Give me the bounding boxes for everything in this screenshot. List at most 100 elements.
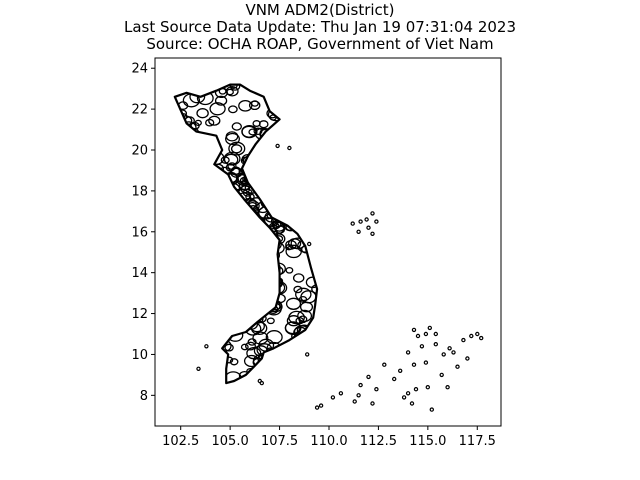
district-boundary <box>253 258 268 271</box>
district-boundary <box>227 162 237 170</box>
island-marker <box>358 382 363 388</box>
district-boundary <box>272 182 287 194</box>
district-boundary <box>230 144 243 154</box>
island-marker <box>352 399 357 404</box>
island-marker <box>425 385 430 390</box>
island-marker <box>370 231 375 236</box>
island-marker <box>479 335 484 341</box>
district-boundary <box>248 289 262 301</box>
district-boundary <box>269 281 286 295</box>
district-boundary <box>266 199 283 213</box>
district-boundary <box>257 142 275 156</box>
district-boundary <box>195 188 212 202</box>
island-marker <box>411 362 417 367</box>
axis-ticks: 102.5 105.0 107.5 110.0 112.5 115.0 117.5 8 10 12… <box>131 62 495 449</box>
district-boundary <box>214 95 228 106</box>
district-boundary <box>224 295 241 309</box>
district-boundary <box>258 120 269 129</box>
district-boundary <box>229 84 238 89</box>
district-boundary <box>293 285 303 294</box>
district-boundary <box>220 156 230 164</box>
island-marker <box>204 344 209 349</box>
district-boundary <box>220 195 236 208</box>
x-tick-label: 107.5 <box>261 434 298 449</box>
island-marker <box>447 346 452 351</box>
x-tick-label: 112.5 <box>360 434 397 449</box>
x-tick-label: 117.5 <box>459 434 496 449</box>
island-marker <box>382 362 387 367</box>
island-marker <box>405 350 411 355</box>
district-boundary <box>254 270 268 282</box>
district-boundary <box>237 202 246 209</box>
district-boundary <box>198 235 213 248</box>
island-marker <box>370 211 375 216</box>
district-boundary <box>201 206 212 216</box>
district-boundary <box>287 238 302 250</box>
district-boundary <box>222 226 237 239</box>
island-marker <box>439 372 444 378</box>
district-boundary <box>266 317 275 325</box>
district-boundary <box>225 132 240 146</box>
district-boundary <box>224 326 235 335</box>
district-boundary <box>242 300 251 308</box>
district-boundary <box>265 330 283 345</box>
district-boundary <box>194 119 202 127</box>
district-boundary <box>264 168 274 178</box>
district-boundary <box>213 310 228 322</box>
y-tick-label: 22 <box>131 103 148 118</box>
x-tick-label: 115.0 <box>409 434 446 449</box>
island-marker <box>330 395 336 400</box>
district-boundary <box>261 168 276 181</box>
district-boundary <box>240 343 249 351</box>
district-boundary <box>241 288 253 297</box>
map-source-line: Source: OCHA ROAP, Government of Viet Na… <box>146 35 494 53</box>
district-boundary <box>264 235 275 244</box>
district-boundary <box>253 127 263 136</box>
island-marker <box>196 366 201 371</box>
district-boundary <box>295 317 305 325</box>
district-boundary <box>229 358 239 366</box>
district-boundary <box>247 338 257 346</box>
district-boundary <box>292 273 305 283</box>
district-boundary <box>205 118 215 127</box>
district-boundaries <box>177 84 318 384</box>
district-boundary <box>248 217 263 230</box>
district-boundary <box>193 134 205 145</box>
island-marker <box>411 327 417 333</box>
district-boundary <box>226 206 236 215</box>
island-marker <box>358 219 363 224</box>
district-boundary <box>216 209 224 216</box>
island-marker <box>413 387 419 392</box>
y-tick-label: 20 <box>131 144 148 159</box>
district-boundary <box>245 170 257 180</box>
island-marker <box>451 350 456 355</box>
district-boundary <box>244 250 257 262</box>
district-boundary <box>253 169 265 179</box>
island-marker <box>427 325 432 331</box>
island-marker <box>305 352 310 357</box>
district-boundary <box>242 188 253 197</box>
island-marker <box>475 331 480 337</box>
island-marker <box>423 360 429 365</box>
district-boundary <box>250 245 263 256</box>
district-boundary <box>211 178 221 187</box>
island-marker <box>392 376 397 382</box>
district-boundary <box>199 140 210 150</box>
district-boundary <box>231 204 246 217</box>
island-marker <box>445 385 450 390</box>
district-boundary <box>295 287 312 302</box>
map-update-line: Last Source Data Update: Thu Jan 19 07:3… <box>123 18 517 36</box>
district-boundary <box>299 301 314 313</box>
district-boundary <box>236 278 249 289</box>
island-marker <box>259 380 264 386</box>
district-boundary <box>243 297 257 308</box>
district-boundary <box>229 267 239 276</box>
y-tick-label: 12 <box>131 307 148 322</box>
island-marker <box>318 403 324 408</box>
district-boundary <box>225 163 236 172</box>
island-marker <box>429 407 434 412</box>
district-boundary <box>285 240 297 250</box>
island-marker <box>338 391 344 396</box>
island-marker <box>307 241 312 247</box>
